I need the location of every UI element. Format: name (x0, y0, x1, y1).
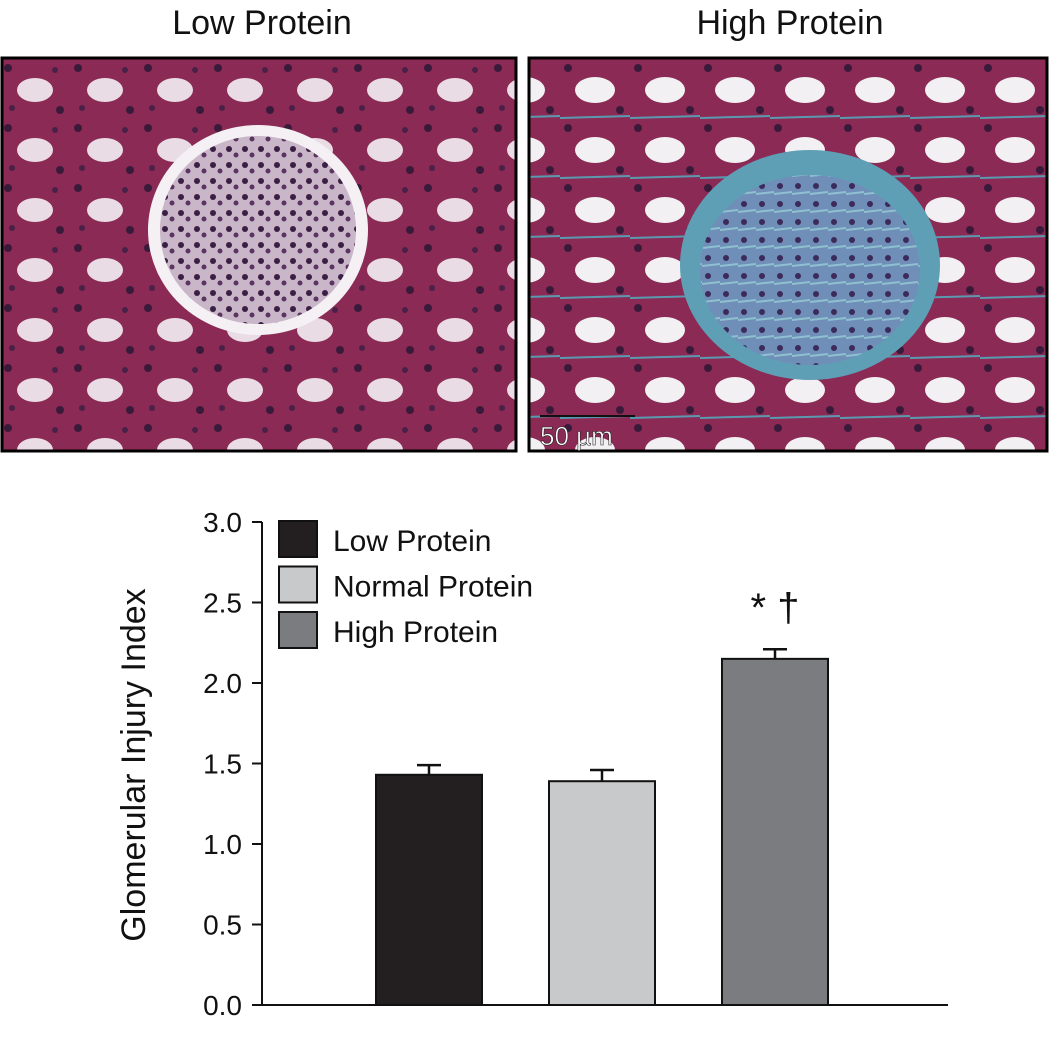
legend-label: Low Protein (333, 525, 491, 558)
significance-marker: * † (751, 586, 800, 630)
y-tick-label: 3.0 (203, 507, 242, 538)
y-tick-label: 0.0 (203, 990, 242, 1021)
micrograph (527, 56, 1049, 453)
y-axis-label: Glomerular Injury Index (115, 588, 153, 941)
legend-label: Normal Protein (333, 571, 533, 604)
bar (375, 773, 483, 1007)
y-tick-label: 1.5 (203, 749, 242, 780)
bar (721, 657, 829, 1006)
panel-title: High Protein (696, 4, 883, 42)
y-tick-label: 2.5 (203, 588, 242, 619)
y-tick-label: 1.0 (203, 829, 242, 860)
legend-swatch (278, 611, 318, 649)
bar (548, 780, 656, 1007)
scale-bar-label: 50 µm (540, 421, 613, 451)
y-tick-label: 0.5 (203, 910, 242, 941)
micrograph (0, 56, 518, 453)
y-tick-label: 2.0 (203, 668, 242, 699)
panel-title: Low Protein (172, 4, 352, 42)
legend-swatch (278, 520, 318, 558)
legend-label: High Protein (333, 616, 498, 649)
legend-swatch (278, 565, 318, 604)
